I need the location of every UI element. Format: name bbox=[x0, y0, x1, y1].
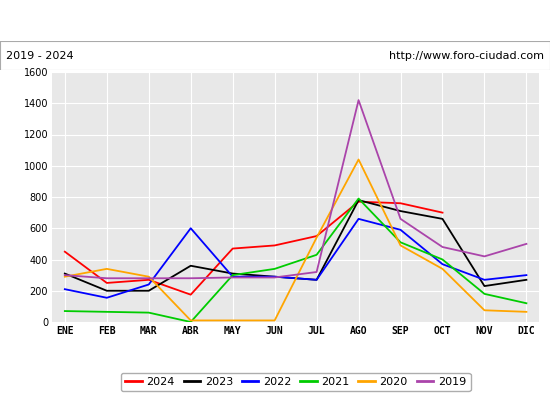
Text: Evolucion Nº Turistas Nacionales en el municipio de Miranda del Castañar: Evolucion Nº Turistas Nacionales en el m… bbox=[39, 14, 511, 28]
Legend: 2024, 2023, 2022, 2021, 2020, 2019: 2024, 2023, 2022, 2021, 2020, 2019 bbox=[121, 372, 470, 392]
Text: 2019 - 2024: 2019 - 2024 bbox=[6, 51, 73, 61]
Text: http://www.foro-ciudad.com: http://www.foro-ciudad.com bbox=[389, 51, 544, 61]
